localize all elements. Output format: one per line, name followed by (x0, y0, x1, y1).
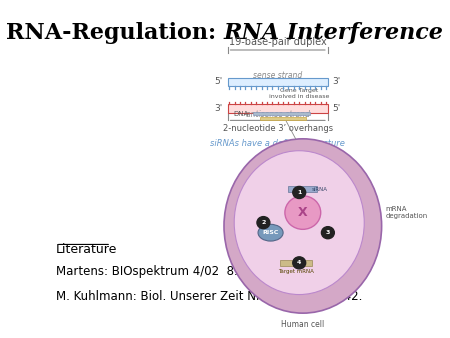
Text: RISC: RISC (262, 230, 279, 235)
Text: 4: 4 (297, 260, 302, 265)
Text: 2-nucleotide 3’ overhangs: 2-nucleotide 3’ overhangs (223, 124, 333, 133)
Circle shape (321, 227, 334, 239)
Text: Literature: Literature (56, 243, 117, 256)
Text: 3: 3 (326, 230, 330, 235)
Text: DNA: DNA (234, 111, 249, 117)
Ellipse shape (285, 196, 321, 230)
Text: RNA Interference: RNA Interference (224, 22, 444, 44)
FancyBboxPatch shape (279, 260, 312, 266)
FancyBboxPatch shape (228, 104, 328, 113)
Text: M. Kuhlmann: Biol. Unserer Zeit Nr.3 (2004), S. 142.: M. Kuhlmann: Biol. Unserer Zeit Nr.3 (20… (56, 290, 362, 303)
FancyBboxPatch shape (252, 112, 310, 115)
Text: siRNA: siRNA (312, 187, 328, 192)
FancyBboxPatch shape (288, 187, 317, 192)
Ellipse shape (234, 151, 364, 294)
Circle shape (293, 257, 306, 269)
Circle shape (257, 217, 270, 229)
Text: 19-base-pair duplex: 19-base-pair duplex (229, 37, 327, 47)
Text: 3': 3' (333, 77, 341, 86)
Text: 2: 2 (261, 220, 266, 225)
Text: 5': 5' (333, 104, 341, 113)
Circle shape (293, 187, 306, 198)
Text: 3': 3' (215, 104, 223, 113)
Text: Martens: BIOspektrum 4/02  8. Jahrgang: Martens: BIOspektrum 4/02 8. Jahrgang (56, 265, 294, 277)
Text: Target mRNA: Target mRNA (278, 269, 314, 274)
Text: RNA-Regulation:: RNA-Regulation: (6, 22, 224, 44)
Text: siRNAs have a defined structure: siRNAs have a defined structure (210, 139, 345, 148)
Ellipse shape (224, 139, 382, 313)
Text: antisense strand: antisense strand (246, 110, 310, 119)
FancyBboxPatch shape (260, 117, 306, 120)
Text: Gene Target
involved in disease: Gene Target involved in disease (269, 88, 329, 99)
Text: mRNA
degradation: mRNA degradation (385, 206, 428, 219)
Text: 1: 1 (297, 190, 302, 195)
Text: X: X (298, 206, 308, 219)
Text: sense strand: sense strand (253, 71, 302, 80)
Text: Human cell: Human cell (281, 320, 324, 329)
Ellipse shape (258, 224, 283, 241)
Text: 5': 5' (215, 77, 223, 86)
FancyBboxPatch shape (228, 78, 328, 86)
